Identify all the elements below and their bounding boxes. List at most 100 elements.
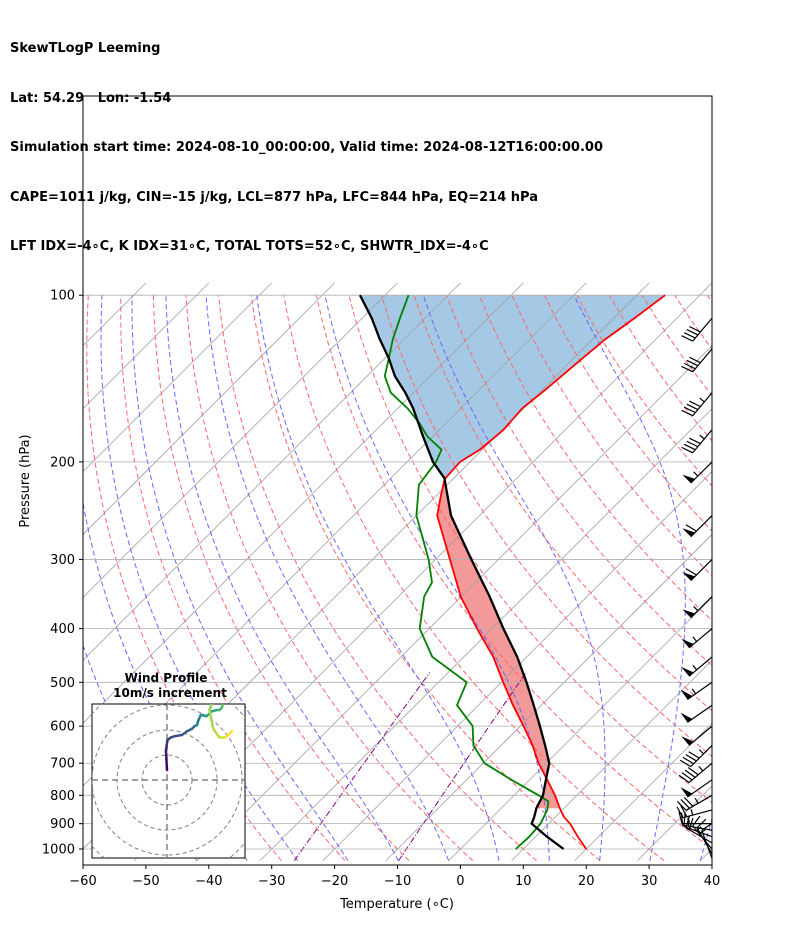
hodograph-segment [208, 708, 215, 730]
y-tick-label: 1000 [42, 843, 75, 858]
parcel-line [358, 294, 565, 850]
x-tick-label: 10 [515, 874, 532, 889]
x-tick-label: 0 [456, 874, 464, 889]
hodograph-plot [92, 704, 245, 858]
x-axis-label: Temperature (∘C) [339, 897, 454, 912]
isotherm-line [83, 282, 461, 661]
y-tick-label: 400 [50, 622, 75, 637]
dry-adiabat-line [120, 295, 346, 862]
time-line: Simulation start time: 2024-08-10_00:00:… [10, 140, 603, 155]
isotherm-line [574, 722, 712, 862]
wind-barb [682, 461, 713, 484]
wind-barb [680, 681, 713, 700]
dry-adiabat-line [381, 295, 712, 757]
moist-adiabat-line [165, 295, 399, 861]
hodograph-segment [212, 727, 221, 739]
chart-header: SkewTLogP Leeming Lat: 54.29 Lon: -1.54 … [10, 8, 603, 272]
moist-adiabat-line [205, 295, 450, 861]
isotherm-line [196, 345, 712, 862]
moist-adiabat-line [131, 295, 349, 861]
wind-barb [682, 559, 713, 582]
isotherm-line [83, 282, 524, 724]
wind-barb [681, 725, 713, 746]
isotherm-line [322, 471, 712, 862]
y-axis-label: Pressure (hPa) [18, 434, 33, 527]
dry-adiabat-line [609, 294, 712, 442]
wind-barb [681, 628, 713, 649]
wind-barb [679, 744, 713, 768]
wind-barb [676, 794, 713, 811]
x-tick-label: −50 [132, 874, 159, 889]
dry-adiabat-line [250, 295, 601, 862]
dry-adiabat-line [511, 294, 712, 577]
wind-barb [681, 317, 713, 342]
x-tick-label: −10 [384, 874, 411, 889]
cin-area [360, 295, 666, 479]
moist-adiabat-line [573, 294, 686, 861]
dry-adiabat-line [706, 294, 712, 303]
isotherm-line [448, 596, 712, 862]
isotherm-line [0, 283, 20, 861]
dewpoint-line [383, 294, 550, 850]
cape-line: CAPE=1011 j/kg, CIN=-15 j/kg, LCL=877 hP… [10, 189, 538, 205]
y-tick-label: 100 [50, 289, 75, 304]
isotherm-line [763, 283, 794, 861]
isotherm-line [83, 282, 84, 284]
x-tick-label: −20 [321, 874, 348, 889]
wind-barb [681, 348, 713, 373]
wind-barb [676, 805, 713, 819]
y-tick-label: 200 [50, 455, 75, 470]
hodograph-segment [208, 704, 213, 712]
moist-adiabat-line [256, 295, 500, 861]
mixing-ratio-line [398, 672, 527, 861]
dry-adiabat-line [772, 295, 794, 861]
cape-area [437, 478, 560, 809]
moist-adiabat-line [422, 295, 606, 861]
y-tick-label: 700 [50, 757, 75, 772]
hodograph-segment [173, 733, 184, 738]
hodograph-segment [220, 704, 225, 709]
dry-adiabat-line [218, 295, 537, 862]
dry-adiabat-line [641, 294, 712, 397]
hodograph-segment [165, 756, 168, 767]
wind-barb [682, 596, 713, 619]
hodograph-segment [227, 730, 234, 737]
hodograph-title: Wind Profile [125, 671, 208, 685]
hodograph-frame [91, 703, 246, 859]
wind-barb [681, 392, 713, 417]
temperature-line [436, 294, 666, 850]
y-tick-label: 900 [50, 817, 75, 832]
moist-adiabat-line [324, 295, 550, 861]
wind-barb [678, 811, 712, 825]
moist-adiabat-line [100, 295, 299, 861]
y-tick-label: 600 [50, 720, 75, 735]
x-tick-label: 20 [578, 874, 595, 889]
dry-adiabat-line [413, 295, 712, 712]
index-line: LFT IDX=-4∘C, K IDX=31∘C, TOTAL TOTS=52∘… [10, 239, 489, 254]
dry-adiabat-line [152, 295, 410, 862]
isotherm-line [699, 848, 712, 862]
x-tick-label: 30 [641, 874, 658, 889]
hodograph-subtitle: 10m/s increment [113, 686, 227, 700]
wind-barb [680, 704, 713, 723]
dry-adiabat-line [478, 295, 712, 622]
location-line: Lat: 54.29 Lon: -1.54 [10, 90, 172, 106]
wind-barb [678, 762, 713, 783]
dry-adiabat-line [283, 295, 665, 862]
dry-adiabat-line [348, 295, 712, 804]
y-tick-label: 800 [50, 789, 75, 804]
y-tick-label: 300 [50, 553, 75, 568]
isotherm-line [385, 533, 712, 862]
isotherm-line [83, 282, 273, 473]
isotherm-line [259, 408, 712, 862]
x-tick-label: 40 [704, 874, 721, 889]
mixing-ratio-line [293, 672, 431, 861]
y-tick-label: 500 [50, 676, 75, 691]
chart-title: SkewTLogP Leeming [10, 41, 161, 56]
dry-adiabat-line [185, 295, 474, 862]
wind-barb [681, 656, 713, 677]
x-tick-label: −40 [195, 874, 222, 889]
isotherm-line [83, 282, 398, 598]
dry-adiabat-line [446, 295, 712, 667]
